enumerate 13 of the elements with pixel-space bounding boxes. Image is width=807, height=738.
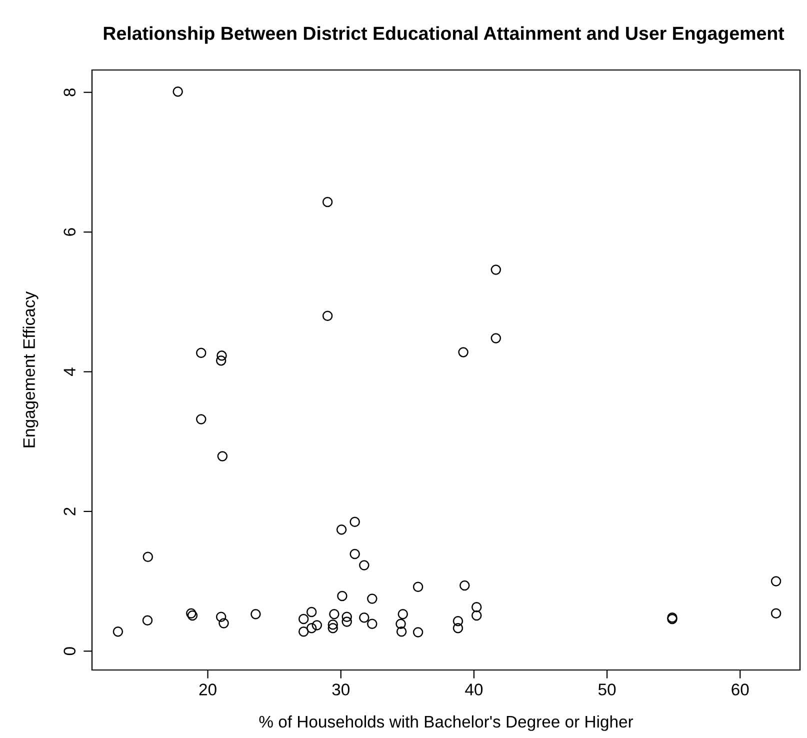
y-axis-title: Engagement Efficacy	[22, 291, 38, 448]
x-tick-label: 40	[465, 684, 483, 696]
chart-title: Relationship Between District Educational Attainment and User Engagement	[104, 26, 784, 44]
x-tick-label: 30	[332, 684, 350, 696]
y-tick-label: 8	[64, 88, 76, 96]
x-tick-label: 50	[598, 684, 616, 696]
y-tick-label: 2	[64, 508, 76, 516]
y-tick-label: 4	[64, 368, 76, 376]
x-tick-label: 20	[199, 684, 216, 696]
x-tick-label: 60	[732, 684, 749, 696]
y-tick-label: 6	[64, 228, 76, 236]
x-axis-title: % of Households with Bachelor's Degree or Higher	[259, 715, 634, 731]
y-tick-label: 0	[64, 647, 76, 656]
